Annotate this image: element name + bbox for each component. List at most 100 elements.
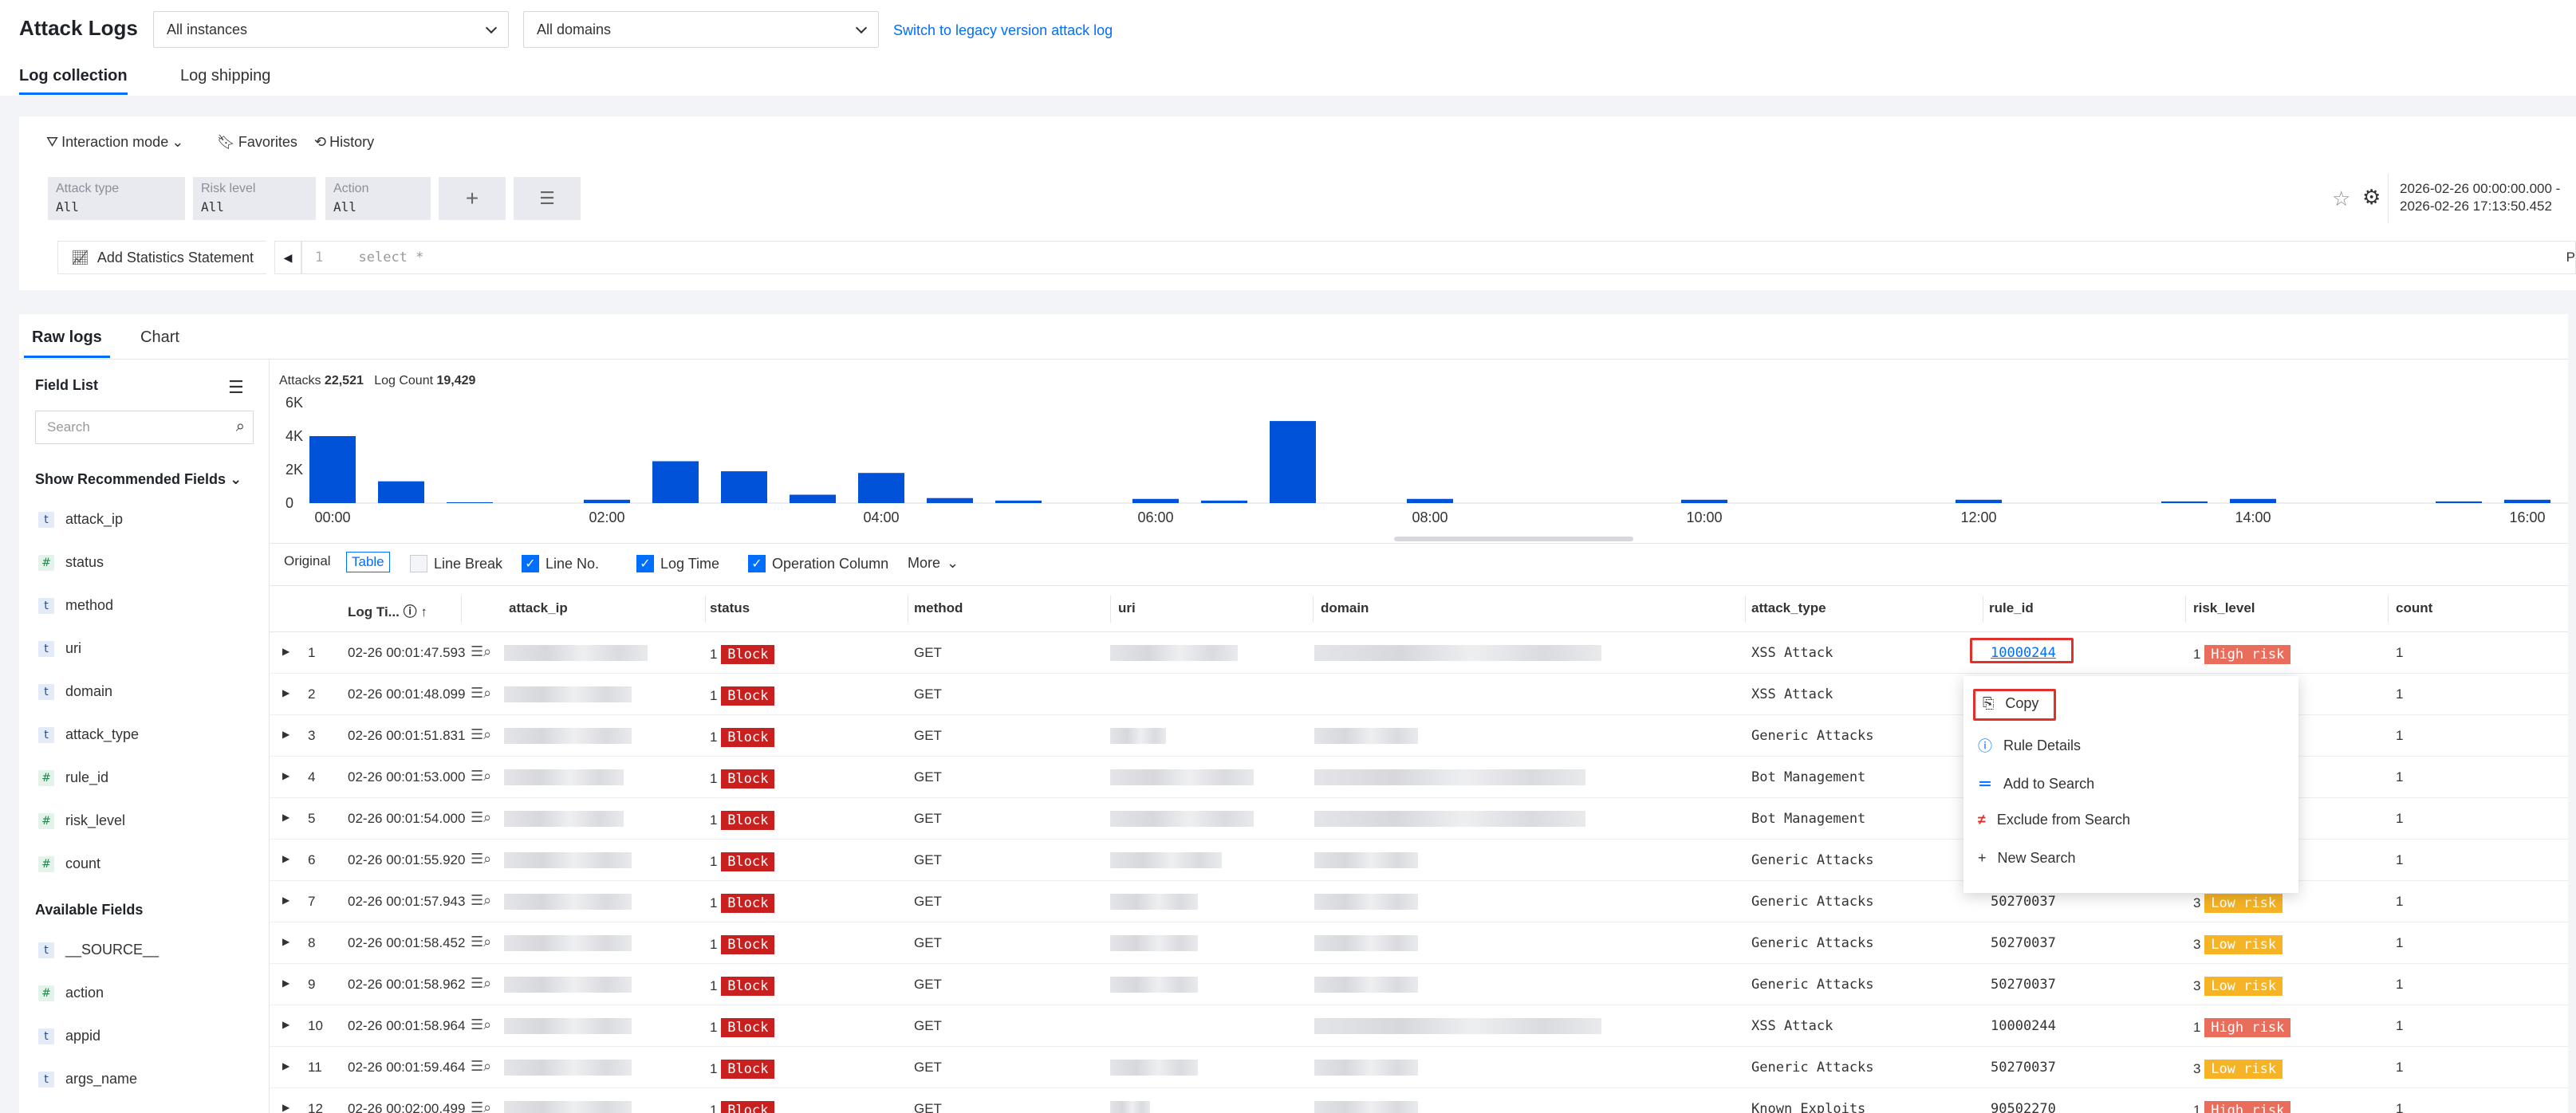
expand-icon[interactable]: ▶ <box>282 936 290 947</box>
field-item[interactable]: # rule_id <box>38 769 108 786</box>
info-icon[interactable]: ⓘ <box>403 604 417 619</box>
column-rule-id[interactable]: rule_id <box>1989 600 2034 615</box>
table-row[interactable]: ▶ 12 02-26 00:02:00.499 ☰⌕ 1 Block GET Known E… <box>270 1088 2576 1113</box>
rule-id-cell[interactable]: 10000244 <box>1991 1018 2056 1034</box>
recommended-fields-toggle[interactable]: Show Recommended Fields ⌄ <box>35 471 242 488</box>
view-original[interactable]: Original <box>284 553 331 568</box>
menu-item-copy[interactable]: ⎘ Copy <box>1983 695 2038 712</box>
column-attack-type[interactable]: attack_type <box>1751 600 1826 615</box>
menu-item-exclude-from-search[interactable]: ≠ Exclude from Search <box>1978 812 2130 828</box>
histogram-bar[interactable] <box>2436 501 2482 503</box>
histogram-chart[interactable]: 6K 4K 2K 0 00:00 02:00 04:00 06:00 08:00 10:00 12:… <box>270 360 2576 543</box>
context-search-icon[interactable]: ☰⌕ <box>471 768 492 784</box>
filter-action[interactable]: Action All <box>325 177 431 220</box>
filter-list-button[interactable]: ☰ <box>514 177 581 220</box>
menu-item-rule-details[interactable]: ⓘ Rule Details <box>1978 735 2081 756</box>
view-table[interactable]: Table <box>346 552 390 572</box>
history-button[interactable]: ⟲ History <box>314 134 374 151</box>
expand-icon[interactable]: ▶ <box>282 1102 290 1113</box>
column-domain[interactable]: domain <box>1321 600 1369 615</box>
time-range-picker[interactable]: 2026-02-26 00:00:00.000 - 2026-02-26 17:… <box>2388 174 2576 223</box>
field-item[interactable]: t method <box>38 597 113 614</box>
table-row[interactable]: ▶ 2 02-26 00:01:48.099 ☰⌕ 1 Block GET XSS Atta… <box>270 674 2576 715</box>
table-row[interactable]: ▶ 3 02-26 00:01:51.831 ☰⌕ 1 Block GET Generic … <box>270 715 2576 757</box>
context-search-icon[interactable]: ☰⌕ <box>471 685 492 701</box>
expand-icon[interactable]: ▶ <box>282 646 290 657</box>
rule-id-cell[interactable]: 90502270 <box>1991 1101 2056 1113</box>
tab-log-shipping[interactable]: Log shipping <box>180 67 271 85</box>
field-item[interactable]: # action <box>38 985 104 1001</box>
rule-id-cell[interactable]: 10000244 <box>1991 645 2056 661</box>
field-search-input[interactable]: Search ⌕ <box>35 411 254 444</box>
field-item[interactable]: t __SOURCE__ <box>38 942 159 958</box>
expand-icon[interactable]: ▶ <box>282 1019 290 1030</box>
context-search-icon[interactable]: ☰⌕ <box>471 726 492 742</box>
filter-attack-type[interactable]: Attack type All <box>48 177 185 220</box>
field-item[interactable]: # count <box>38 855 100 872</box>
field-item[interactable]: t domain <box>38 683 112 700</box>
histogram-bar[interactable] <box>721 471 767 503</box>
rule-id-cell[interactable]: 50270037 <box>1991 977 2056 993</box>
histogram-bar[interactable] <box>858 473 904 503</box>
line-break-checkbox[interactable]: Line Break <box>410 555 502 572</box>
column-uri[interactable]: uri <box>1118 600 1136 615</box>
query-editor[interactable]: 1 select * P <box>301 241 2576 274</box>
field-item[interactable]: # risk_level <box>38 812 125 829</box>
vertical-scrollbar[interactable] <box>2568 314 2576 1113</box>
interaction-mode-button[interactable]: ⛛ Interaction mode ⌄ <box>46 134 183 151</box>
rule-id-cell[interactable]: 50270037 <box>1991 935 2056 951</box>
field-item[interactable]: t args_name <box>38 1071 137 1087</box>
field-item[interactable]: t attack_ip <box>38 511 123 528</box>
menu-item-add-to-search[interactable]: ＝ Add to Search <box>1978 773 2094 794</box>
tab-log-collection[interactable]: Log collection <box>19 67 128 95</box>
star-icon[interactable]: ☆ <box>2332 187 2351 210</box>
column-count[interactable]: count <box>2396 600 2433 615</box>
more-dropdown[interactable]: More ⌄ <box>908 555 959 572</box>
histogram-bar[interactable] <box>1681 499 1727 503</box>
add-filter-button[interactable]: + <box>439 177 506 220</box>
column-log-time[interactable]: Log Ti... ⓘ ↑ <box>348 600 427 620</box>
table-row[interactable]: ▶ 8 02-26 00:01:58.452 ☰⌕ 1 Block GET Generic … <box>270 922 2576 964</box>
histogram-bar[interactable] <box>790 494 836 504</box>
tab-raw-logs[interactable]: Raw logs <box>24 328 110 358</box>
rule-id-cell[interactable]: 50270037 <box>1991 1060 2056 1076</box>
histogram-bar[interactable] <box>927 498 973 503</box>
menu-item-new-search[interactable]: + New Search <box>1978 850 2076 867</box>
expand-icon[interactable]: ▶ <box>282 729 290 740</box>
instances-select[interactable]: All instances <box>153 11 509 48</box>
field-item[interactable]: # status <box>38 554 104 571</box>
histogram-bar[interactable] <box>309 436 356 503</box>
field-list-menu-icon[interactable]: ☰ <box>228 377 244 397</box>
filter-risk-level[interactable]: Risk level All <box>193 177 316 220</box>
expand-icon[interactable]: ▶ <box>282 812 290 823</box>
table-row[interactable]: ▶ 6 02-26 00:01:55.920 ☰⌕ 1 Block GET Generic … <box>270 840 2576 881</box>
expand-icon[interactable]: ▶ <box>282 687 290 698</box>
histogram-bar[interactable] <box>378 481 424 503</box>
expand-icon[interactable]: ▶ <box>282 977 290 989</box>
histogram-bar[interactable] <box>2230 498 2276 503</box>
legacy-version-link[interactable]: Switch to legacy version attack log <box>893 22 1113 38</box>
context-search-icon[interactable]: ☰⌕ <box>471 1058 492 1074</box>
table-row[interactable]: ▶ 4 02-26 00:01:53.000 ☰⌕ 1 Block GET Bot Mana… <box>270 757 2576 798</box>
histogram-bar[interactable] <box>447 501 493 503</box>
context-search-icon[interactable]: ☰⌕ <box>471 851 492 867</box>
histogram-bar[interactable] <box>1132 498 1179 503</box>
field-item[interactable]: t appid <box>38 1028 100 1044</box>
histogram-bar[interactable] <box>1270 421 1316 503</box>
column-risk-level[interactable]: risk_level <box>2193 600 2255 615</box>
context-search-icon[interactable]: ☰⌕ <box>471 975 492 991</box>
column-method[interactable]: method <box>914 600 963 615</box>
column-attack-ip[interactable]: attack_ip <box>509 600 568 615</box>
context-search-icon[interactable]: ☰⌕ <box>471 934 492 950</box>
histogram-bar[interactable] <box>1201 500 1247 503</box>
line-no-checkbox[interactable]: ✓ Line No. <box>522 555 599 572</box>
table-row[interactable]: ▶ 7 02-26 00:01:57.943 ☰⌕ 1 Block GET Generic … <box>270 881 2576 922</box>
context-search-icon[interactable]: ☰⌕ <box>471 1017 492 1032</box>
log-time-checkbox[interactable]: ✓ Log Time <box>636 555 719 572</box>
expand-icon[interactable]: ▶ <box>282 895 290 906</box>
table-row[interactable]: ▶ 1 02-26 00:01:47.593 ☰⌕ 1 Block GET XSS Atta… <box>270 632 2576 674</box>
rule-id-cell[interactable]: 50270037 <box>1991 894 2056 910</box>
tab-chart[interactable]: Chart <box>140 328 179 346</box>
favorites-button[interactable]: 🔖︎ Favorites <box>217 134 297 151</box>
histogram-bar[interactable] <box>584 499 630 503</box>
